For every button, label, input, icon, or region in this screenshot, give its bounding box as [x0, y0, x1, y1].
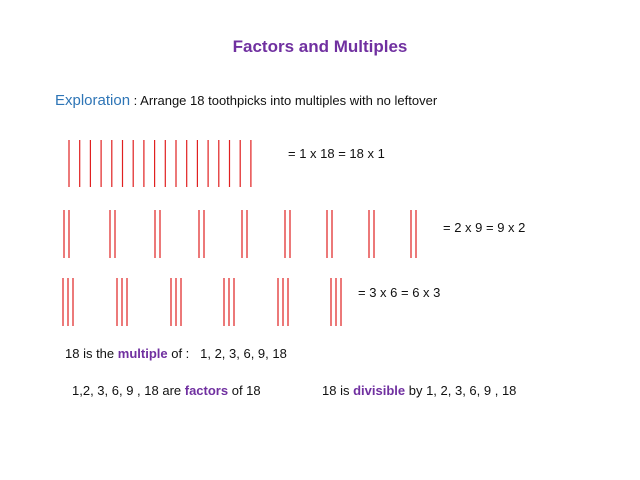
intro-label: Exploration: [55, 92, 131, 109]
keyword: factors: [184, 383, 229, 398]
intro: Exploration : Arrange 18 toothpicks into…: [55, 93, 437, 109]
text: by 1, 2, 3, 6, 9 , 18: [405, 383, 517, 398]
arrangement: = 3 x 6 = 6 x 3: [358, 285, 441, 300]
text: of 18: [228, 383, 261, 398]
factors-line: 1,2, 3, 6, 9 , 18 are factors of 18: [72, 383, 261, 399]
keyword: multiple: [117, 346, 168, 361]
multiple-line: 18 is the multiple of : 1, 2, 3, 6, 9, 1…: [65, 346, 287, 362]
text: 1,2, 3, 6, 9 , 18 are: [72, 383, 185, 398]
text: 18 is the: [65, 346, 118, 361]
arrangement: = 1 x 18 = 18 x 1: [288, 146, 385, 161]
text: 18 is: [322, 383, 354, 398]
text: of : 1, 2, 3, 6, 9, 18: [167, 346, 287, 361]
title: Factors and Multiples: [232, 37, 408, 56]
keyword: divisible: [353, 383, 406, 398]
intro-text: : Arrange 18 toothpicks into multiples w…: [130, 93, 438, 108]
divisible-line: 18 is divisible by 1, 2, 3, 6, 9 , 18: [322, 383, 516, 399]
arrangement: = 2 x 9 = 9 x 2: [443, 220, 526, 235]
